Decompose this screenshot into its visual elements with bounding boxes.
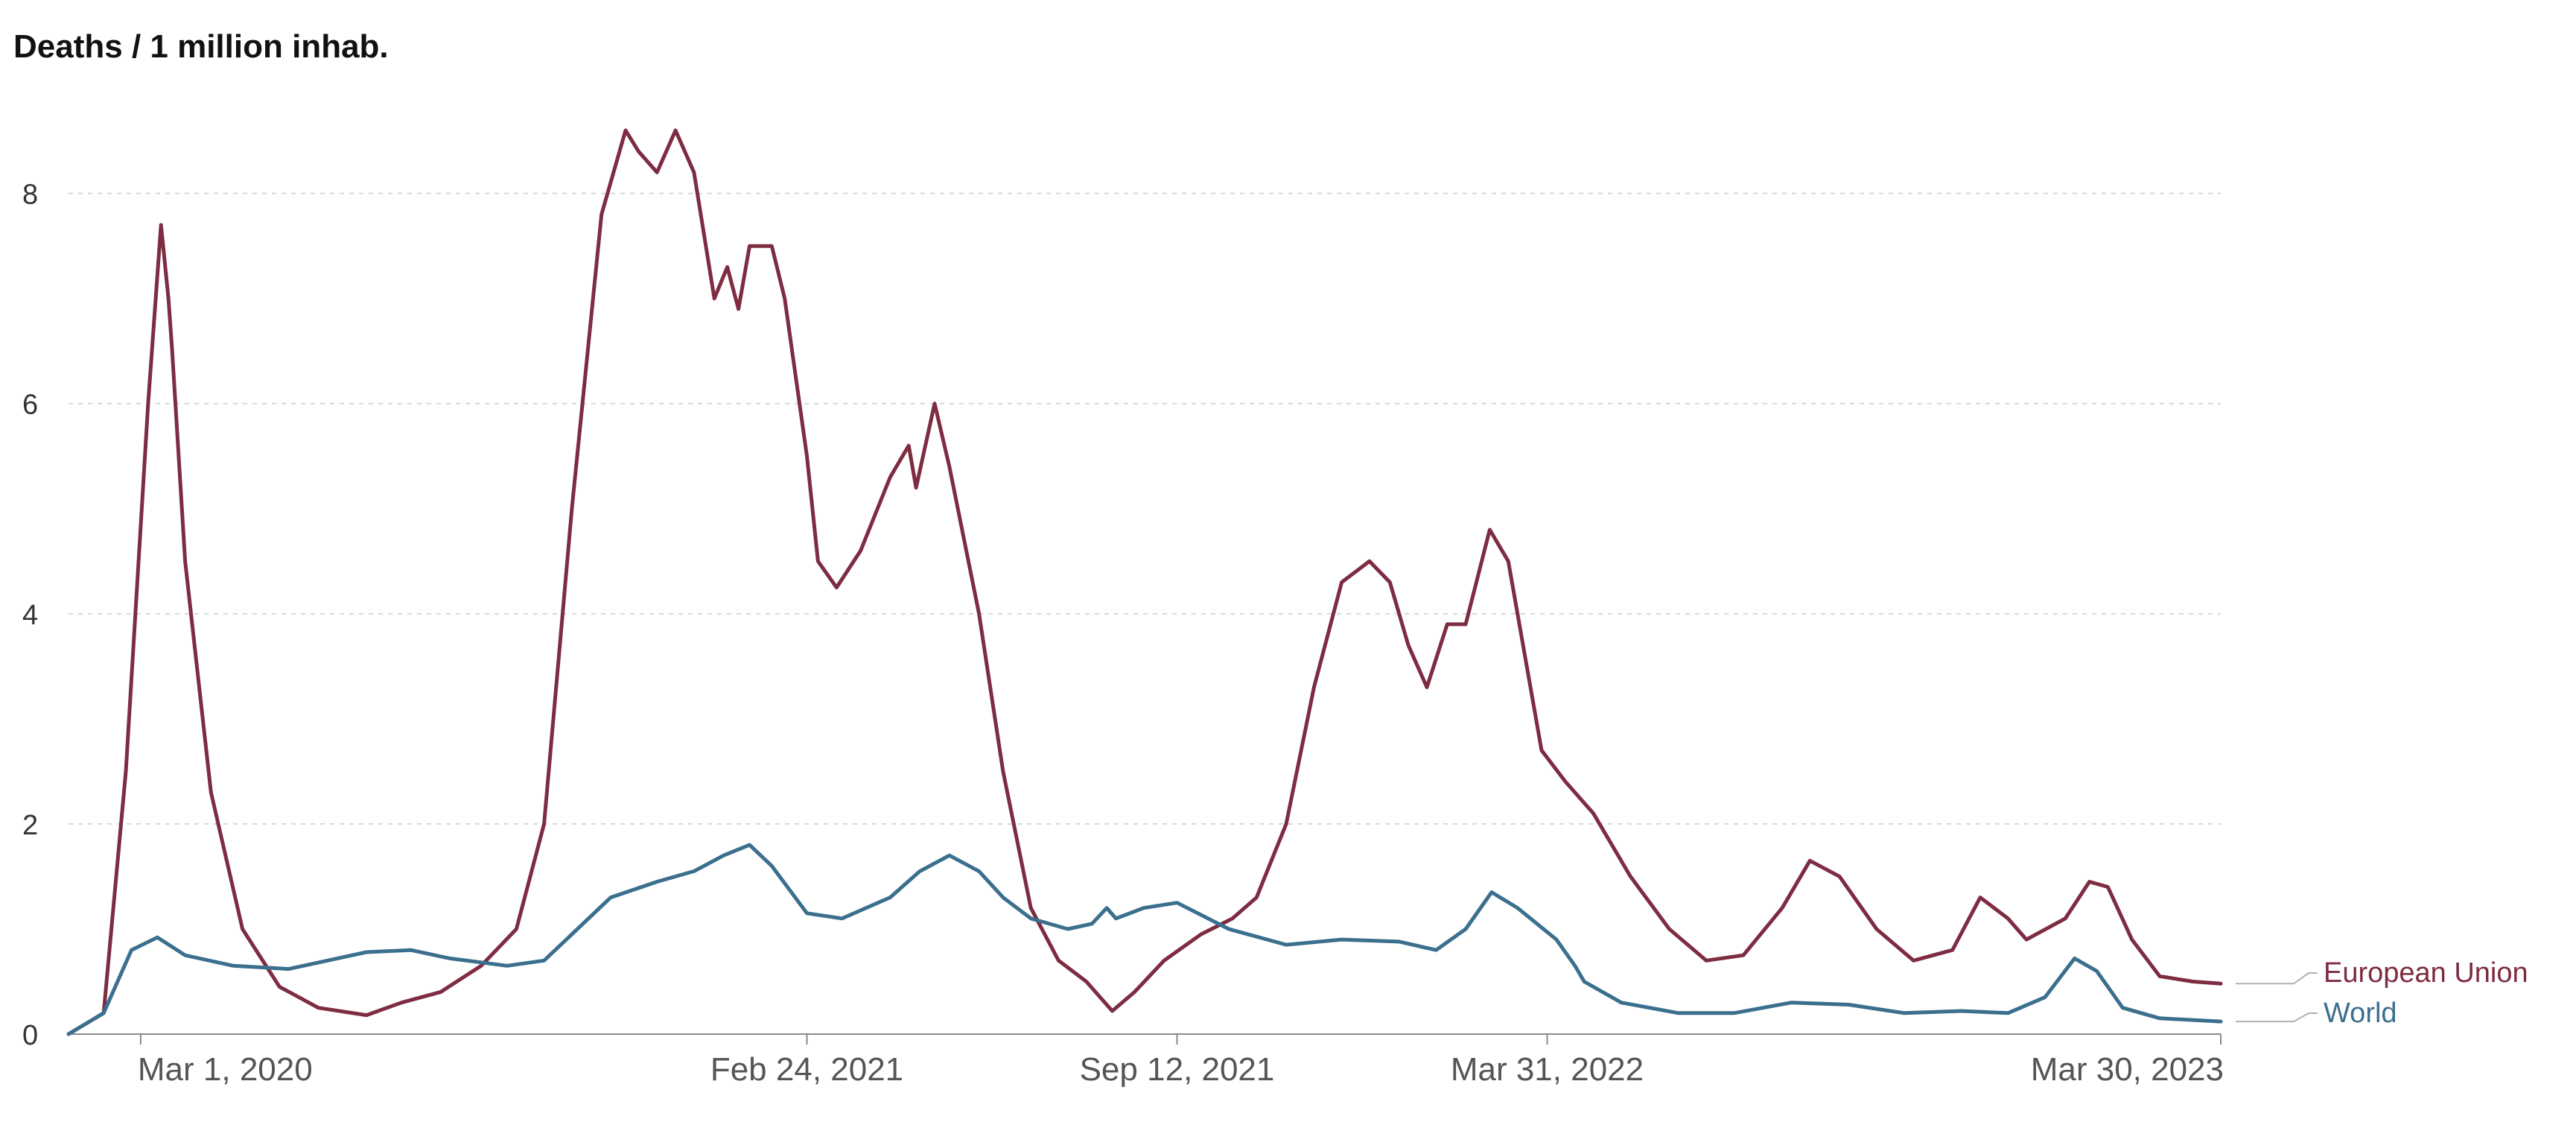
x-tick-label: Mar 1, 2020 [138,1051,313,1088]
x-tick-label: Mar 30, 2023 [2031,1051,2224,1088]
y-axis: 0 2 4 6 8 [22,180,38,1051]
y-tick-label: 4 [22,600,38,631]
series-label: World [2324,998,2397,1029]
x-axis: Mar 1, 2020 Feb 24, 2021 Sep 12, 2021 Mar 3… [69,1033,2224,1088]
series-lines [66,128,2223,1036]
chart-title: Deaths / 1 million inhab. [13,28,389,65]
x-tick-label: Mar 31, 2022 [1451,1051,1644,1088]
y-tick-label: 2 [22,810,38,841]
series-label-connector [2236,972,2318,985]
y-tick-label: 6 [22,390,38,421]
series-line [66,128,2223,1036]
series-labels: European Union World [2236,957,2528,1029]
series-label-connector [2236,1012,2318,1023]
series-line [66,843,2223,1036]
y-tick-label: 0 [22,1020,38,1051]
gridlines [69,192,2221,825]
y-tick-label: 8 [22,180,38,211]
x-tick-label: Sep 12, 2021 [1080,1051,1275,1088]
series-label: European Union [2324,957,2528,989]
x-tick-label: Feb 24, 2021 [710,1051,903,1088]
